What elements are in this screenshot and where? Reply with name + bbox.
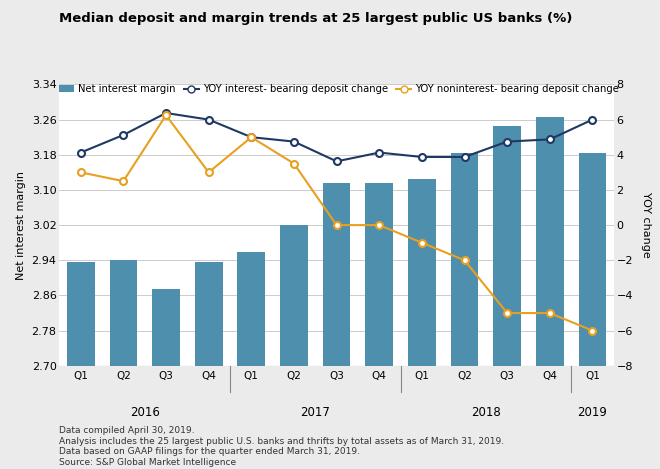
Y-axis label: Net interest margin: Net interest margin [16, 171, 26, 280]
Bar [536, 117, 564, 469]
Bar [408, 179, 436, 469]
Legend: Net interest margin, YOY interest- bearing deposit change, YOY noninterest- bear: Net interest margin, YOY interest- beari… [59, 84, 619, 94]
Bar [579, 152, 607, 469]
Text: Data compiled April 30, 2019.
Analysis includes the 25 largest public U.S. banks: Data compiled April 30, 2019. Analysis i… [59, 426, 504, 467]
Bar [366, 183, 393, 469]
Bar [493, 126, 521, 469]
Bar [110, 260, 137, 469]
Text: 2017: 2017 [300, 406, 330, 419]
Bar [238, 251, 265, 469]
Bar [451, 152, 478, 469]
Text: 2016: 2016 [130, 406, 160, 419]
Bar [280, 225, 308, 469]
Bar [323, 183, 350, 469]
Bar [152, 289, 180, 469]
Text: 2018: 2018 [471, 406, 501, 419]
Bar [195, 263, 222, 469]
Bar [67, 263, 94, 469]
Y-axis label: YOY change: YOY change [642, 192, 651, 258]
Text: 2019: 2019 [578, 406, 607, 419]
Text: Median deposit and margin trends at 25 largest public US banks (%): Median deposit and margin trends at 25 l… [59, 12, 573, 25]
